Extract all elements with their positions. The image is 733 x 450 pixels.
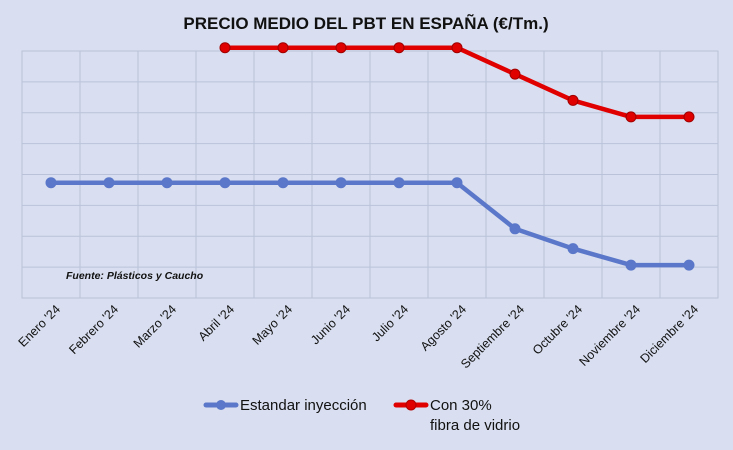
series-1-point (161, 177, 173, 189)
series-2-point (683, 111, 695, 123)
series-1-point (451, 177, 463, 189)
series-1-point (567, 243, 579, 255)
series-1-point (277, 177, 289, 189)
x-tick-label: Abril '24 (196, 302, 238, 344)
series-2-point (625, 111, 637, 123)
series-1-point (335, 177, 347, 189)
legend-marker-series-2 (405, 399, 417, 411)
source-note: Fuente: Plásticos y Caucho (66, 270, 204, 282)
series-1-point (393, 177, 405, 189)
legend-label-series-2-line-1: Con 30% (430, 397, 492, 414)
series-1-point (103, 177, 115, 189)
grid (21, 50, 719, 299)
chart-title: PRECIO MEDIO DEL PBT EN ESPAÑA (€/Tm.) (183, 13, 548, 33)
series-2-point (335, 42, 347, 54)
x-tick-label: Julio '24 (369, 302, 411, 344)
x-tick-label: Marzo '24 (131, 302, 179, 350)
x-tick-label: Noviembre '24 (577, 302, 644, 369)
series-2-point (451, 42, 463, 54)
x-tick-label: Mayo '24 (250, 302, 296, 348)
series-2-point (509, 68, 521, 80)
series-2-point (567, 94, 579, 106)
x-tick-label: Octubre '24 (530, 302, 585, 357)
series-2-point (277, 42, 289, 54)
series-1-point (219, 177, 231, 189)
legend-marker-series-1 (216, 400, 226, 410)
x-tick-label: Enero '24 (16, 302, 63, 349)
series-1-point (509, 223, 521, 235)
series-1-point (625, 259, 637, 271)
series-1-point (683, 259, 695, 271)
x-tick-label: Junio '24 (308, 302, 353, 347)
series-2-point (393, 42, 405, 54)
legend-label-series-2-line-2: fibra de vidrio (430, 417, 520, 434)
x-axis-ticks: Enero '24 Febrero '24 Marzo '24 Abril '24 Ma… (16, 302, 701, 371)
x-tick-label: Febrero '24 (66, 302, 121, 357)
series-layer (45, 42, 695, 271)
legend-label-series-1: Estandar inyección (240, 397, 367, 414)
series-1-point (45, 177, 57, 189)
series-2-point (219, 42, 231, 54)
x-tick-label: Diciembre '24 (637, 302, 701, 366)
series-line-1 (48, 180, 692, 268)
x-tick-label: Agosto '24 (418, 302, 469, 353)
legend: Estandar inyección Con 30% fibra de vidr… (203, 397, 520, 434)
